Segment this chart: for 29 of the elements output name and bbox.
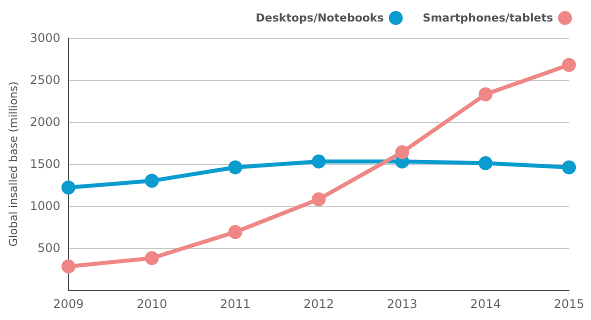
point — [312, 154, 326, 168]
point — [144, 174, 159, 188]
point — [562, 160, 576, 174]
x-tick-label: 2015 — [554, 297, 584, 311]
point — [478, 156, 493, 170]
y-tick-label: 3000 — [30, 31, 60, 45]
y-tick-label: 1500 — [30, 157, 60, 171]
legend-label: Smartphones/tablets — [422, 12, 554, 24]
y-tick-label: 1000 — [30, 199, 60, 213]
y-tick-label: 500 — [38, 241, 60, 255]
point — [61, 180, 76, 195]
point — [562, 58, 576, 72]
point — [228, 225, 242, 240]
x-tick-label: 2013 — [386, 297, 418, 311]
point — [61, 259, 76, 274]
y-tick-label: 2000 — [30, 115, 60, 129]
x-tick-label: 2014 — [470, 297, 501, 311]
y-tick-label: 2500 — [30, 73, 60, 87]
legend-label: Desktops/Notebooks — [256, 12, 384, 24]
point — [395, 145, 410, 160]
point — [228, 160, 242, 174]
y-axis-title: Global insalled base (millions) — [7, 81, 20, 247]
x-tick-label: 2012 — [303, 297, 334, 311]
point — [312, 192, 326, 206]
point — [478, 87, 493, 102]
x-tick-label: 2009 — [53, 297, 84, 311]
x-tick-label: 2010 — [136, 297, 168, 311]
point — [144, 251, 159, 266]
x-tick-label: 2011 — [220, 297, 251, 311]
